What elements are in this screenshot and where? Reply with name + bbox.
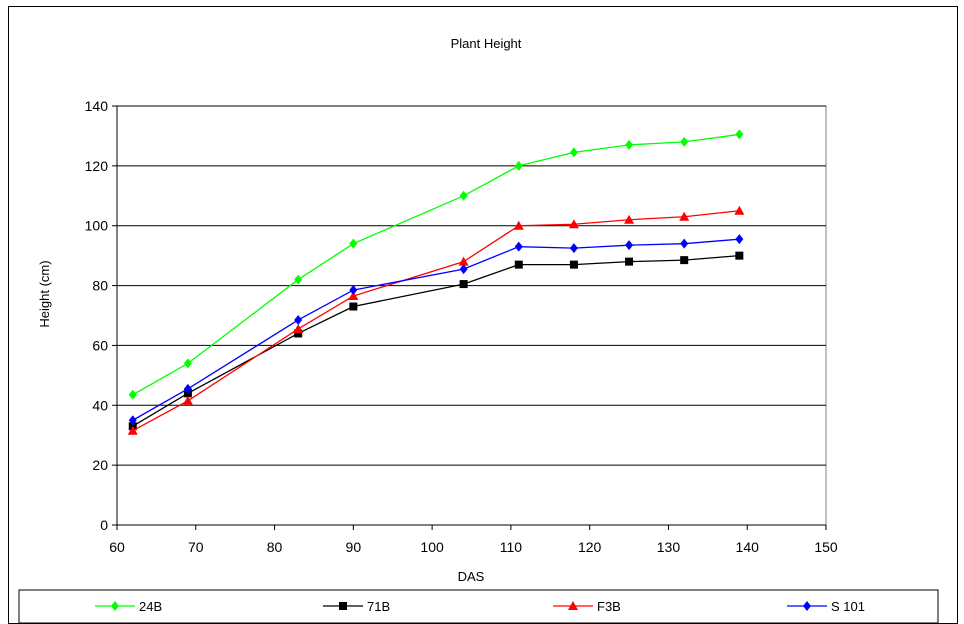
y-tick-label: 100: [85, 218, 109, 234]
data-point: [734, 205, 745, 215]
legend-item: F3B: [553, 599, 621, 614]
data-point: [293, 323, 304, 333]
data-point: [680, 256, 689, 265]
data-point: [625, 139, 634, 150]
series-s-101: [128, 234, 744, 426]
y-tick-label: 0: [100, 517, 108, 533]
y-tick-label: 140: [85, 98, 109, 114]
x-tick-label: 100: [420, 539, 444, 555]
data-point: [569, 147, 578, 158]
data-point: [735, 129, 744, 140]
data-point: [569, 260, 578, 269]
data-point: [294, 274, 303, 285]
x-tick-label: 120: [578, 539, 602, 555]
chart-area: [8, 6, 958, 624]
legend-box: [18, 589, 939, 624]
data-point: [294, 329, 303, 338]
data-point: [624, 214, 635, 224]
grid-lines: [116, 105, 827, 526]
data-point: [459, 190, 468, 201]
data-point: [183, 383, 192, 394]
plot-area-border: [116, 105, 827, 526]
x-axis-label: DAS: [458, 569, 485, 584]
x-tick-label: 90: [346, 539, 362, 555]
legend-item: S 101: [787, 599, 865, 614]
data-point: [735, 251, 744, 260]
data-point: [339, 602, 347, 610]
x-tick-label: 150: [814, 539, 838, 555]
legend-label: 71B: [367, 599, 390, 614]
series-line: [132, 133, 740, 396]
axes: [116, 106, 826, 526]
chart-title: Plant Height: [451, 36, 522, 51]
x-tick-label: 110: [500, 539, 523, 555]
x-tick-label: 140: [736, 539, 760, 555]
x-tick-label: 60: [109, 539, 125, 555]
series-24b: [128, 129, 744, 400]
data-point: [128, 389, 137, 400]
y-tick-label: 120: [85, 158, 109, 174]
data-point: [459, 264, 468, 275]
legend-label: 24B: [139, 599, 162, 614]
data-point: [183, 358, 192, 369]
series-line: [132, 210, 740, 432]
data-point: [182, 395, 193, 405]
data-point: [680, 238, 689, 249]
legend: 24B 71B F3B S 101: [18, 589, 939, 624]
data-point: [349, 285, 358, 296]
x-tick-label: 80: [267, 539, 283, 555]
legend-label: S 101: [831, 599, 865, 614]
legend-item: 24B: [95, 599, 162, 614]
data-point: [458, 256, 469, 266]
series-71b: [128, 251, 744, 431]
data-point: [514, 260, 523, 269]
legend-label: F3B: [597, 599, 621, 614]
data-point: [348, 291, 359, 301]
legend-item: 71B: [323, 599, 390, 614]
series-lines: [127, 129, 745, 435]
data-point: [569, 243, 578, 254]
data-point: [625, 257, 634, 266]
data-point: [127, 425, 138, 435]
data-point: [514, 241, 523, 252]
series-line: [132, 254, 740, 427]
y-axis-label: Height (cm): [37, 260, 52, 327]
data-point: [514, 160, 523, 171]
series-line: [132, 238, 740, 421]
data-point: [349, 238, 358, 249]
data-point: [679, 211, 690, 221]
data-point: [735, 234, 744, 245]
data-point: [459, 280, 468, 289]
data-point: [568, 601, 578, 610]
tick-labels: 0 20 40 60 80 100 120 140 60 70 80 90 100 110 120 130 14…: [85, 98, 838, 555]
x-tick-label: 130: [657, 539, 681, 555]
data-point: [294, 314, 303, 325]
y-tick-label: 20: [92, 457, 108, 473]
y-tick-label: 40: [92, 397, 108, 413]
data-point: [111, 601, 119, 611]
data-point: [568, 219, 579, 229]
data-point: [680, 136, 689, 147]
data-point: [349, 302, 358, 311]
data-point: [625, 240, 634, 251]
data-point: [128, 415, 137, 426]
data-point: [803, 601, 811, 611]
data-point: [513, 220, 524, 230]
x-tick-label: 70: [188, 539, 204, 555]
series-f3b: [127, 205, 745, 435]
y-tick-label: 80: [92, 278, 108, 294]
y-tick-label: 60: [92, 337, 108, 353]
